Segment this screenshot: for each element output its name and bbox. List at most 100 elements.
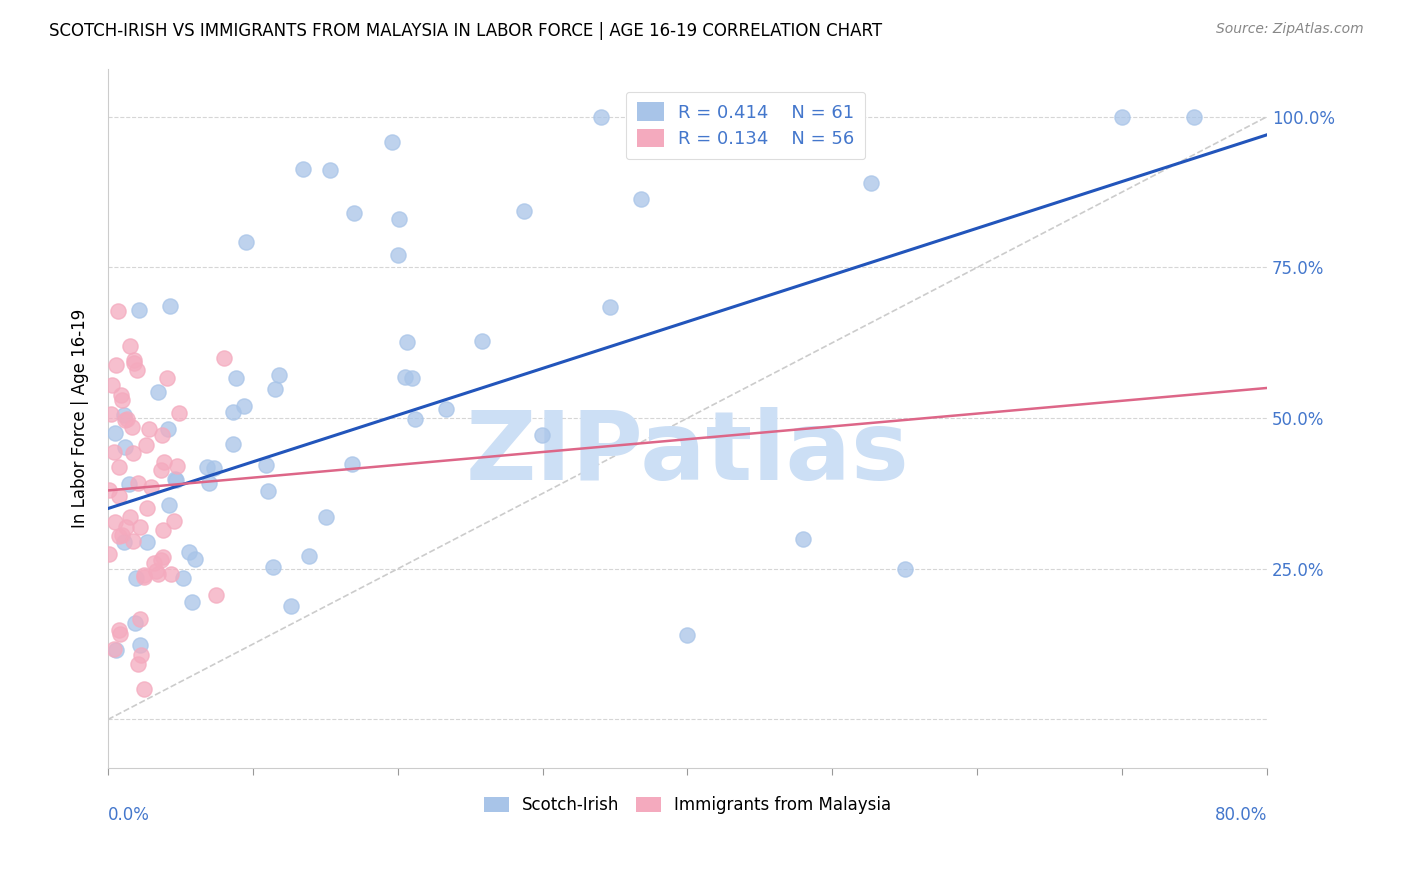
Point — [114, 413, 136, 427]
Text: Source: ZipAtlas.com: Source: ZipAtlas.com — [1216, 22, 1364, 37]
Point — [893, 562, 915, 576]
Point — [150, 427, 173, 442]
Point — [134, 569, 156, 583]
Point — [121, 419, 143, 434]
Point — [233, 400, 256, 414]
Text: SCOTCH-IRISH VS IMMIGRANTS FROM MALAYSIA IN LABOR FORCE | AGE 16-19 CORRELATION : SCOTCH-IRISH VS IMMIGRANTS FROM MALAYSIA… — [49, 22, 883, 40]
Point — [531, 428, 554, 442]
Point — [124, 352, 146, 367]
Point — [599, 300, 621, 314]
Point — [298, 549, 321, 564]
Point — [111, 528, 134, 542]
Point — [205, 587, 228, 601]
Point — [142, 556, 165, 570]
Point — [145, 564, 167, 578]
Point — [156, 371, 179, 385]
Point — [792, 532, 814, 546]
Point — [152, 549, 174, 564]
Point — [128, 612, 150, 626]
Point — [104, 426, 127, 441]
Point — [104, 515, 127, 529]
Point — [212, 351, 235, 365]
Point — [343, 206, 366, 220]
Point — [381, 136, 404, 150]
Point — [111, 392, 134, 407]
Point — [127, 476, 149, 491]
Point — [129, 638, 152, 652]
Point — [148, 385, 170, 400]
Point — [401, 370, 423, 384]
Point — [114, 408, 136, 422]
Point — [202, 460, 225, 475]
Point — [105, 642, 128, 657]
Point — [513, 204, 536, 219]
Text: 80.0%: 80.0% — [1215, 806, 1267, 824]
Point — [108, 529, 131, 543]
Point — [179, 545, 201, 559]
Point — [138, 422, 160, 436]
Point — [860, 176, 883, 190]
Point — [121, 533, 143, 548]
Point — [135, 438, 157, 452]
Point — [198, 476, 221, 491]
Point — [291, 162, 314, 177]
Point — [132, 567, 155, 582]
Point — [396, 335, 419, 350]
Point — [107, 460, 129, 475]
Point — [128, 303, 150, 318]
Point — [387, 248, 409, 262]
Point — [163, 514, 186, 528]
Point — [342, 458, 364, 472]
Point — [118, 339, 141, 353]
Point — [107, 624, 129, 638]
Point — [181, 595, 204, 609]
Point — [118, 477, 141, 491]
Point — [630, 192, 652, 206]
Point — [124, 616, 146, 631]
Point — [98, 483, 121, 497]
Y-axis label: In Labor Force | Age 16-19: In Labor Force | Age 16-19 — [72, 309, 89, 528]
Point — [98, 547, 121, 561]
Point — [150, 462, 173, 476]
Point — [134, 682, 156, 697]
Point — [676, 628, 699, 642]
Point — [122, 445, 145, 459]
Point — [163, 472, 186, 486]
Point — [159, 299, 181, 313]
Point — [280, 599, 302, 613]
Point — [172, 571, 194, 585]
Point — [1111, 110, 1133, 124]
Point — [108, 489, 131, 503]
Point — [157, 498, 180, 512]
Point — [471, 334, 494, 348]
Point — [148, 566, 170, 581]
Point — [166, 458, 188, 473]
Point — [319, 163, 342, 178]
Point — [167, 406, 190, 420]
Point — [115, 412, 138, 426]
Point — [222, 405, 245, 419]
Point — [135, 501, 157, 516]
Point — [125, 363, 148, 377]
Point — [256, 484, 278, 499]
Point — [315, 510, 337, 524]
Point — [264, 382, 287, 396]
Point — [103, 444, 125, 458]
Point — [434, 401, 457, 416]
Point — [153, 455, 176, 469]
Point — [129, 648, 152, 662]
Point — [394, 370, 416, 384]
Point — [388, 211, 411, 226]
Point — [135, 534, 157, 549]
Point — [125, 571, 148, 585]
Point — [103, 642, 125, 657]
Point — [114, 440, 136, 454]
Point — [129, 519, 152, 533]
Point — [120, 509, 142, 524]
Point — [112, 535, 135, 549]
Point — [152, 523, 174, 537]
Point — [107, 303, 129, 318]
Point — [108, 626, 131, 640]
Point — [110, 388, 132, 402]
Point — [404, 412, 426, 426]
